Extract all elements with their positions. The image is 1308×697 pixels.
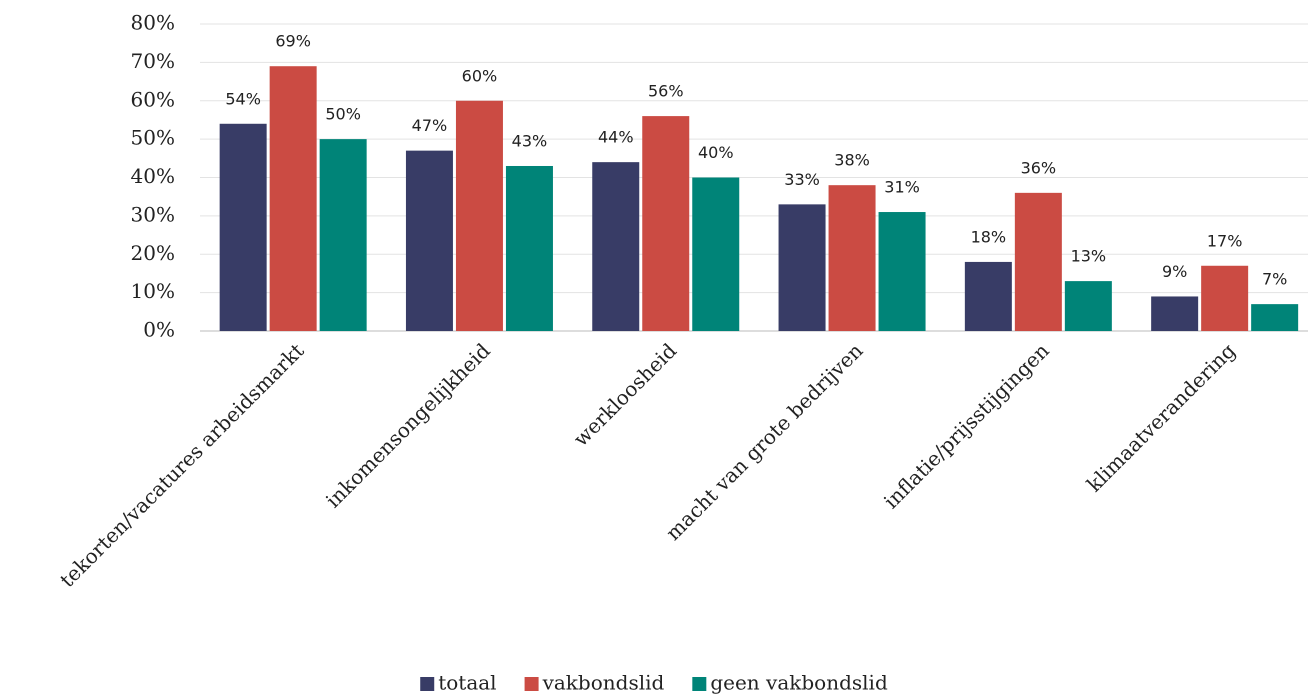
data-label: 44%	[598, 128, 634, 147]
y-tick-label: 50%	[131, 126, 175, 150]
bar	[1014, 192, 1062, 331]
bar	[1201, 265, 1249, 331]
bar	[878, 212, 926, 331]
bar	[455, 100, 503, 331]
y-tick-label: 30%	[131, 202, 175, 226]
bar	[964, 261, 1012, 331]
data-label: 36%	[1021, 158, 1057, 177]
data-label: 13%	[1071, 247, 1107, 266]
y-tick-label: 70%	[131, 49, 175, 73]
bar	[592, 162, 640, 331]
data-label: 60%	[462, 66, 498, 85]
y-tick-label: 10%	[131, 279, 175, 303]
data-label: 9%	[1162, 262, 1187, 281]
x-tick-label: klimaatverandering	[1082, 338, 1240, 496]
bar	[1151, 296, 1199, 331]
y-tick-label: 20%	[131, 241, 175, 265]
legend-swatch	[524, 677, 539, 691]
bar	[1064, 281, 1112, 331]
x-tick-label: werkloosheid	[569, 338, 682, 451]
data-label: 33%	[784, 170, 820, 189]
data-label: 17%	[1207, 231, 1243, 250]
data-label: 31%	[884, 178, 920, 197]
bar	[269, 66, 317, 332]
legend-label: geen vakbondslid	[710, 671, 888, 695]
bar	[319, 139, 367, 331]
bar	[642, 116, 690, 331]
y-tick-label: 80%	[131, 11, 175, 35]
data-label: 40%	[698, 143, 734, 162]
legend-swatch	[420, 677, 435, 691]
data-label: 47%	[412, 116, 448, 135]
y-tick-label: 0%	[143, 318, 175, 342]
bar	[219, 123, 267, 332]
y-tick-label: 60%	[131, 87, 175, 111]
bar	[692, 177, 740, 331]
x-tick-label: inkomensongelijkheid	[321, 338, 495, 512]
x-tick-label: macht van grote bedrijven	[661, 338, 868, 545]
data-label: 54%	[225, 89, 261, 108]
data-label: 50%	[325, 105, 361, 124]
bar	[1251, 304, 1299, 331]
data-label: 18%	[971, 227, 1007, 246]
y-tick-label: 40%	[131, 164, 175, 188]
data-label: 56%	[648, 82, 684, 101]
data-label: 38%	[834, 151, 870, 170]
bar	[505, 165, 553, 331]
legend-label: totaal	[438, 671, 496, 695]
data-label: 43%	[512, 131, 548, 150]
x-tick-label: tekorten/vacatures arbeidsmarkt	[55, 338, 309, 592]
bar	[405, 150, 453, 331]
x-tick-label: inflatie/prijsstijgingen	[879, 338, 1054, 513]
bar	[778, 204, 826, 331]
bar	[828, 185, 876, 331]
legend-label: vakbondslid	[542, 671, 665, 695]
data-label: 69%	[275, 32, 311, 51]
legend-swatch	[692, 677, 707, 691]
data-label: 7%	[1262, 270, 1287, 289]
